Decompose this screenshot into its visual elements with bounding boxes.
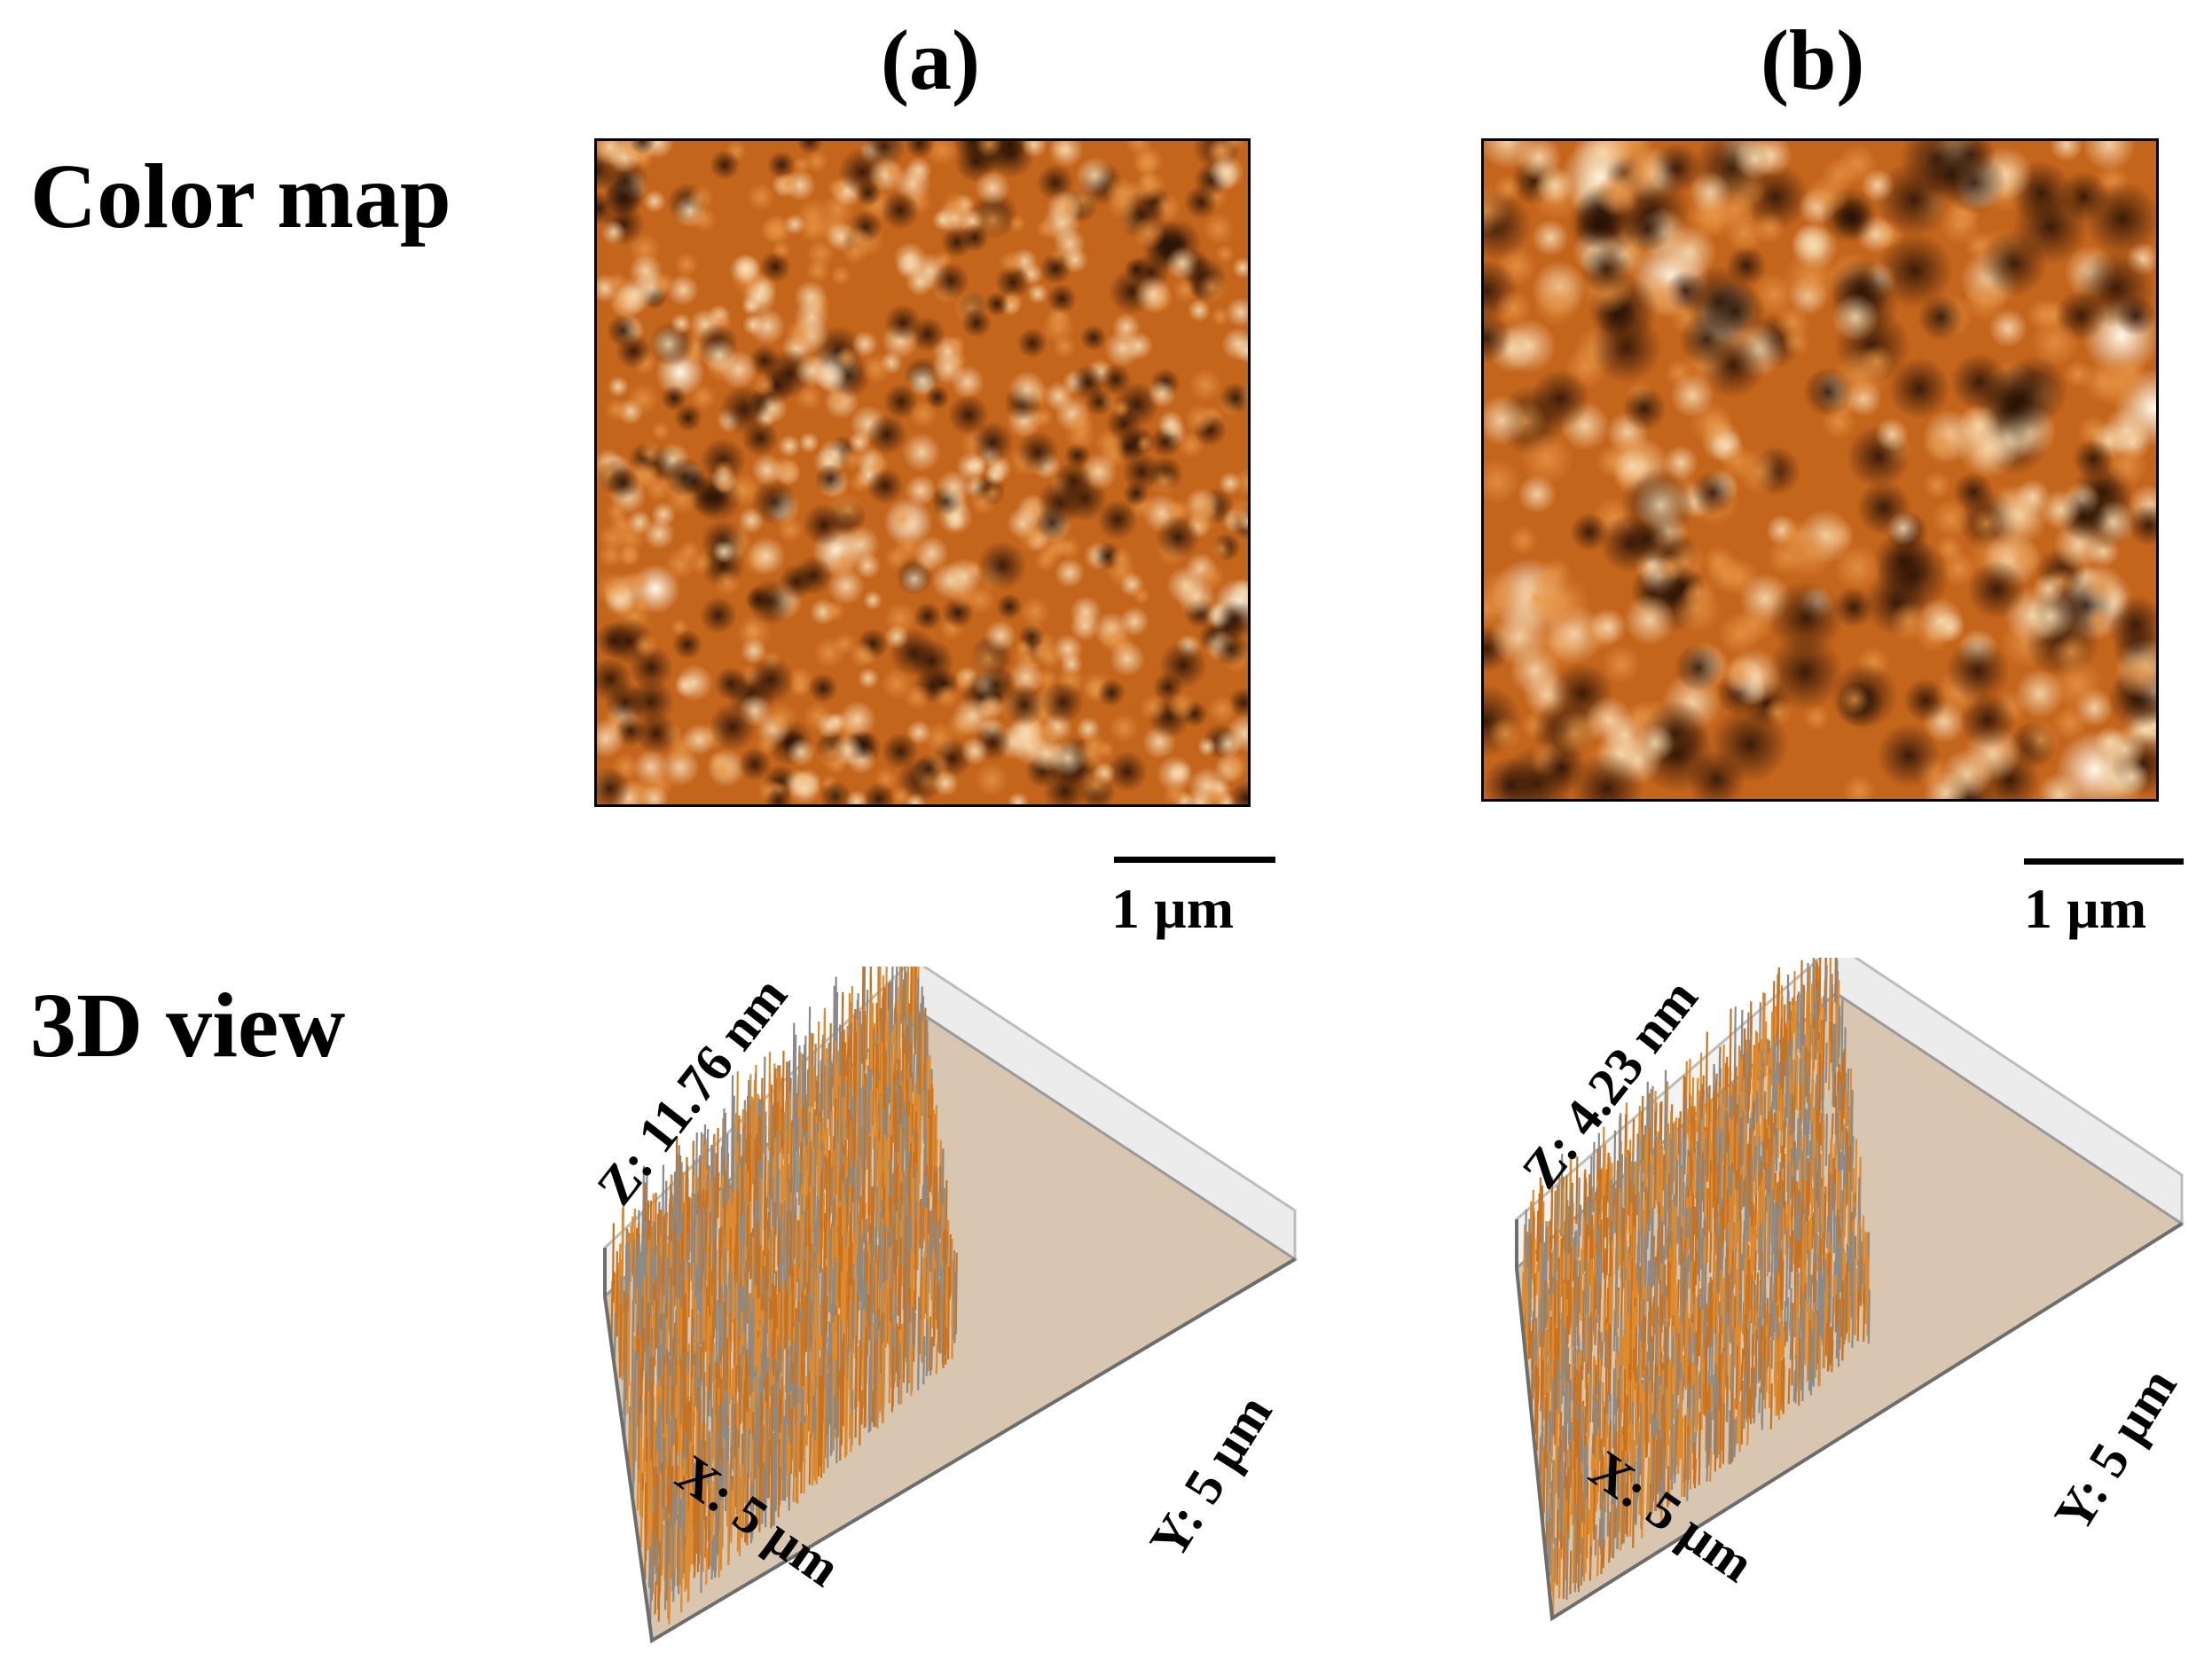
surface-spikes — [610, 967, 958, 1625]
scale-bar-a-label: 1 µm — [1111, 877, 1235, 940]
panel-a-label: (a) — [881, 12, 980, 107]
scale-bar-b-label: 1 µm — [2024, 877, 2147, 940]
row-label-color-map: Color map — [30, 145, 451, 247]
row-label-3d-view: 3D view — [30, 975, 346, 1077]
afm-3d-view-a — [603, 967, 1298, 1644]
surface-spikes — [1521, 958, 1871, 1616]
panel-b-label: (b) — [1761, 12, 1865, 107]
afm-color-map-b — [1481, 138, 2159, 802]
box-front-edge — [1515, 1219, 2184, 1622]
scale-bar-b — [2024, 858, 2184, 865]
scale-bar-a — [1114, 857, 1275, 863]
afm-3d-view-b — [1515, 958, 2185, 1622]
box-front-edge — [603, 1248, 1297, 1644]
afm-color-map-a — [594, 138, 1251, 807]
